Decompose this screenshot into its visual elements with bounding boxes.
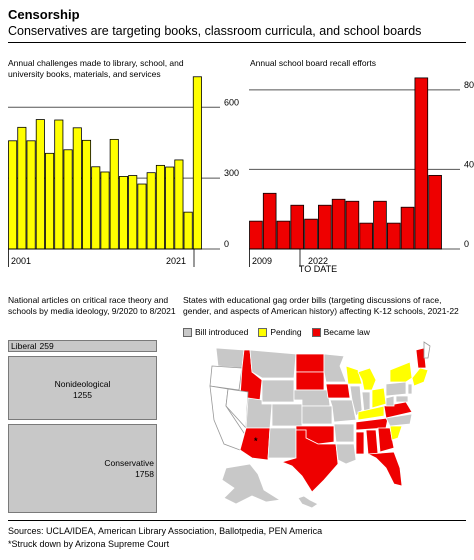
state-pennsylvania	[385, 381, 407, 397]
state-south-carolina	[389, 425, 403, 441]
recall-efforts-bar	[428, 174, 442, 250]
legend-became-law: Became law	[311, 327, 370, 337]
book-challenges-xtick-label: 2021	[166, 256, 186, 266]
legend-swatch-red	[311, 327, 321, 337]
state-alabama	[365, 429, 379, 455]
state-maine	[423, 341, 431, 359]
recall-efforts-ytick-label: 40	[464, 159, 474, 169]
state-maryland	[395, 395, 409, 403]
state-iowa	[325, 383, 351, 399]
recall-efforts-bar	[304, 218, 318, 250]
liberal-count: 259	[39, 341, 54, 351]
state-new-england	[411, 367, 429, 387]
state-arkansas	[333, 423, 355, 443]
recall-efforts-bar	[290, 204, 305, 250]
state-alaska	[221, 463, 282, 505]
recall-efforts-xtick-label: 2009	[252, 256, 272, 266]
us-states-map: *	[209, 341, 431, 509]
nonideological-count: 1255	[73, 390, 92, 400]
recall-efforts-title: Annual school board recall efforts	[250, 58, 377, 68]
state-ohio	[371, 387, 387, 409]
bottom-divider	[8, 520, 466, 521]
legend-swatch-gray	[183, 327, 192, 337]
conservative-label: Conservative 1758	[8, 458, 154, 480]
state-new-hampshire	[415, 347, 427, 369]
state-utah	[245, 397, 273, 429]
recall-efforts-bar	[249, 220, 263, 250]
book-challenges-ytick-label: 0	[224, 239, 229, 249]
map-legend: Bill introduced Pending Became law	[183, 327, 380, 337]
chart-title: Censorship	[8, 7, 80, 22]
state-kansas	[301, 405, 333, 425]
state-north-dakota	[295, 353, 325, 373]
nonideological-block	[8, 356, 157, 420]
book-challenges-ytick-label: 300	[224, 168, 239, 178]
legend-label-pending: Pending	[270, 327, 302, 337]
legend-label-introduced: Bill introduced	[195, 327, 249, 337]
recall-efforts-note: TO DATE	[299, 264, 337, 274]
state-west-virginia	[385, 395, 395, 407]
state-new-mexico	[267, 427, 297, 459]
legend-swatch-yellow	[258, 327, 268, 337]
nonideological-label: Nonideological 1255	[8, 379, 157, 401]
recall-efforts-bar	[276, 220, 291, 250]
liberal-block	[8, 340, 157, 352]
recall-efforts-bar	[331, 198, 346, 250]
state-minnesota	[323, 353, 347, 383]
book-challenges-title: Annual challenges made to library, schoo…	[8, 58, 184, 79]
state-florida	[366, 451, 403, 487]
sources-line: Sources: UCLA/IDEA, American Library Ass…	[8, 526, 323, 536]
state-oregon	[209, 365, 243, 391]
recall-efforts-bar	[318, 204, 332, 250]
legend-pending: Pending	[258, 327, 302, 337]
legend-bill-introduced: Bill introduced	[183, 327, 248, 337]
media-ideology-title: National articles on critical race theor…	[8, 295, 176, 316]
state-texas	[280, 429, 339, 493]
liberal-label: Liberal 259	[11, 341, 54, 352]
conservative-name: Conservative	[104, 458, 154, 468]
state-new-york	[389, 361, 413, 383]
recall-efforts-xtick-label: 2022	[308, 256, 328, 266]
footnote-line: *Struck down by Arizona Supreme Court	[8, 539, 170, 549]
state-washington	[215, 347, 245, 369]
state-kentucky	[357, 405, 385, 421]
state-arizona	[239, 427, 271, 461]
state-mississippi	[355, 431, 365, 455]
conservative-count: 1758	[135, 469, 154, 479]
chart-subtitle: Conservatives are targeting books, class…	[8, 24, 422, 38]
book-challenges-ytick-label: 600	[224, 97, 239, 107]
state-north-carolina	[385, 413, 413, 427]
recall-efforts-bar	[345, 200, 360, 250]
recall-efforts-bar	[400, 206, 415, 250]
state-louisiana	[335, 443, 357, 465]
state-wisconsin	[345, 365, 363, 385]
state-south-dakota	[295, 371, 325, 391]
state-colorado	[271, 403, 303, 427]
state-georgia	[377, 427, 395, 453]
recall-efforts-bar	[359, 222, 373, 250]
state-indiana	[361, 391, 371, 413]
gag-order-map-title: States with educational gag order bills …	[183, 295, 459, 316]
recall-efforts-ytick-label: 80	[464, 80, 474, 90]
arizona-asterisk: *	[254, 436, 258, 446]
nonideological-name: Nonideological	[54, 379, 111, 389]
top-divider	[8, 42, 466, 43]
state-missouri	[329, 399, 357, 423]
recall-efforts-ytick-label: 0	[464, 239, 469, 249]
legend-label-law: Became law	[323, 327, 370, 337]
recall-efforts-bar	[414, 77, 429, 250]
recall-efforts-bar	[373, 200, 387, 250]
book-challenges-xtick-label: 2001	[11, 256, 31, 266]
state-new-jersey	[407, 383, 413, 395]
state-wyoming	[261, 379, 295, 403]
state-montana	[249, 349, 297, 379]
recall-efforts-bar	[386, 222, 401, 250]
liberal-name: Liberal	[11, 341, 37, 351]
conservative-block	[8, 424, 157, 513]
recall-efforts-bar	[262, 192, 277, 250]
state-hawaii	[297, 495, 319, 509]
